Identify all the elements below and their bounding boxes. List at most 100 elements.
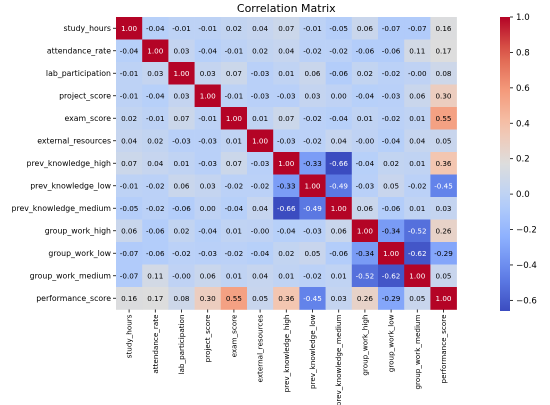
cell-value-label: -0.03 [172,136,191,145]
cell-value-label: -0.33 [303,159,322,168]
heatmap-cell [194,287,222,310]
heatmap-cell [325,264,353,288]
heatmap-cell [404,17,431,40]
cell-value-label: -0.66 [329,159,348,168]
heatmap-cell [194,39,222,63]
heatmap-cell [404,197,431,220]
cell-value-label: -0.07 [382,24,401,33]
cell-value-label: -0.06 [356,46,375,55]
x-tick-label: prev_knowledge_medium [334,315,343,405]
heatmap-cell [325,287,353,310]
cell-value-label: 1.00 [331,204,347,213]
cell-value-label: -0.05 [329,24,348,33]
heatmap-cell [168,287,195,310]
heatmap-cell [299,219,326,243]
heatmap-cell [378,152,405,175]
cell-value-label: 1.00 [200,91,216,100]
heatmap-cell [142,107,169,130]
chart-title: Correlation Matrix [237,2,336,15]
colorbar-tick-label: 1.0 [516,13,530,23]
heatmap-cell [378,219,405,243]
cell-value-label: -0.01 [198,114,217,123]
cell-value-label: 0.11 [147,271,163,280]
heatmap-cell [247,152,274,175]
x-tick-label: prev_knowledge_high [282,315,291,393]
cell-value-label: 0.00 [200,204,216,213]
heatmap-cell [168,62,195,85]
cell-value-label: 0.01 [409,204,425,213]
cell-value-label: -0.02 [146,181,165,190]
heatmap-cell [299,287,326,310]
heatmap-cell [220,17,248,40]
heatmap-cell [404,62,431,85]
heatmap-cell [325,17,353,40]
heatmap-cell [273,129,300,153]
x-tick-label: group_work_high [360,315,369,376]
cell-value-label: -0.04 [382,136,401,145]
heatmap-cell [430,17,457,40]
heatmap-cell [220,84,248,108]
cell-value-label: 0.07 [278,24,294,33]
heatmap-cell [142,242,169,265]
cell-value-label: -0.02 [172,249,191,258]
heatmap-cell [116,129,143,153]
cell-value-label: 1.00 [147,46,163,55]
heatmap-cell [430,107,457,130]
heatmap-cell [116,174,143,198]
cell-value-label: -0.02 [303,46,322,55]
heatmap-cell [430,174,457,198]
y-tick-label: group_work_medium [30,272,111,281]
heatmap-cell [430,84,457,108]
y-tick-label: lab_participation [46,69,111,78]
y-tick-label: performance_score [36,294,111,303]
cell-value-label: 0.05 [252,294,268,303]
x-tick-label: study_hours [125,314,134,358]
cell-value-label: 0.03 [147,69,163,78]
heatmap-cell [247,242,274,265]
heatmap-cell [404,264,431,288]
cell-value-label: -0.01 [120,181,139,190]
cell-value-label: 0.16 [435,24,451,33]
cell-value-label: 0.11 [409,46,425,55]
cell-value-label: 0.02 [357,69,373,78]
colorbar-tick-label: −0.4 [516,261,537,271]
heatmap-cell [273,62,300,85]
heatmap-cell [220,39,248,63]
heatmap-cell [351,17,379,40]
y-tick-label: external_resources [37,137,111,146]
heatmap-cell [142,17,169,40]
cell-value-label: -0.06 [172,204,191,213]
cell-value-label: 0.02 [226,24,242,33]
x-tick-label: group_work_medium [413,315,422,390]
heatmap-cell [247,17,274,40]
colorbar-gradient [500,17,510,311]
cell-value-label: -0.03 [251,69,270,78]
x-tick-label: attendance_rate [151,314,160,374]
cell-value-label: -0.00 [408,69,427,78]
cell-value-label: 0.05 [304,249,320,258]
heatmap-cell [325,62,353,85]
heatmap-cell [247,84,274,108]
heatmap-cell [430,264,457,288]
cell-value-label: 0.07 [121,159,137,168]
cell-value-label: 0.01 [278,271,294,280]
y-tick-label: group_work_high [45,227,111,236]
cell-value-label: -0.02 [225,249,244,258]
heatmap-cell [142,39,169,63]
cell-value-label: -0.04 [198,226,217,235]
cell-value-label: -0.02 [382,114,401,123]
cell-value-label: -0.01 [120,91,139,100]
heatmap-cell [247,174,274,198]
cell-value-label: -0.02 [303,136,322,145]
heatmap-cell [378,17,405,40]
x-axis-labels: study_hours attendance_rate lab_participat… [125,309,448,405]
heatmap-cell [116,197,143,220]
cell-value-label: -0.04 [356,91,375,100]
heatmap-cell [299,152,326,175]
cell-value-label: 0.06 [409,91,425,100]
heatmap-cell [325,174,353,198]
cell-value-label: -0.01 [146,114,165,123]
heatmap-cell [273,152,300,175]
heatmap-cell [430,152,457,175]
cell-value-label: -0.03 [277,91,296,100]
